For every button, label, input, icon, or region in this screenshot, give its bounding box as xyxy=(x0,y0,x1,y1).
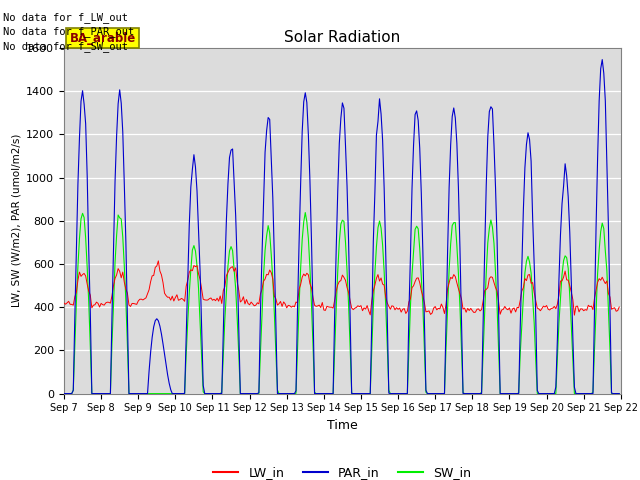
Line: LW_in: LW_in xyxy=(64,261,620,315)
PAR_in xyxy=(244,391,252,396)
LW_in xyxy=(227,264,235,270)
SW_in xyxy=(253,391,261,396)
X-axis label: Time: Time xyxy=(327,419,358,432)
PAR_in xyxy=(303,99,310,105)
LW_in xyxy=(154,258,162,264)
SW_in xyxy=(226,248,234,254)
Text: BA_arable: BA_arable xyxy=(70,32,136,45)
LW_in xyxy=(616,304,623,310)
LW_in xyxy=(128,300,136,306)
LW_in xyxy=(255,301,263,307)
LW_in xyxy=(588,303,595,309)
Text: No data for f_PAR_out: No data for f_PAR_out xyxy=(3,26,134,37)
SW_in xyxy=(60,391,68,396)
Line: SW_in: SW_in xyxy=(64,213,620,394)
Text: No data for f_SW_out: No data for f_SW_out xyxy=(3,41,128,52)
LW_in xyxy=(305,272,312,277)
LW_in xyxy=(571,312,579,318)
Text: No data for f_LW_out: No data for f_LW_out xyxy=(3,12,128,23)
PAR_in xyxy=(598,57,606,62)
PAR_in xyxy=(616,391,623,396)
Title: Solar Radiation: Solar Radiation xyxy=(284,30,401,46)
Legend: LW_in, PAR_in, SW_in: LW_in, PAR_in, SW_in xyxy=(209,461,476,480)
SW_in xyxy=(301,210,309,216)
SW_in xyxy=(586,391,594,396)
PAR_in xyxy=(128,391,136,396)
PAR_in xyxy=(226,155,234,160)
SW_in xyxy=(244,391,252,396)
Y-axis label: LW, SW (W/m2), PAR (umol/m2/s): LW, SW (W/m2), PAR (umol/m2/s) xyxy=(12,134,22,308)
Line: PAR_in: PAR_in xyxy=(64,60,620,394)
LW_in xyxy=(60,300,68,306)
SW_in xyxy=(616,391,623,396)
SW_in xyxy=(305,236,312,241)
PAR_in xyxy=(60,391,68,396)
PAR_in xyxy=(584,391,592,396)
SW_in xyxy=(128,391,136,396)
PAR_in xyxy=(253,391,261,396)
LW_in xyxy=(246,302,253,308)
